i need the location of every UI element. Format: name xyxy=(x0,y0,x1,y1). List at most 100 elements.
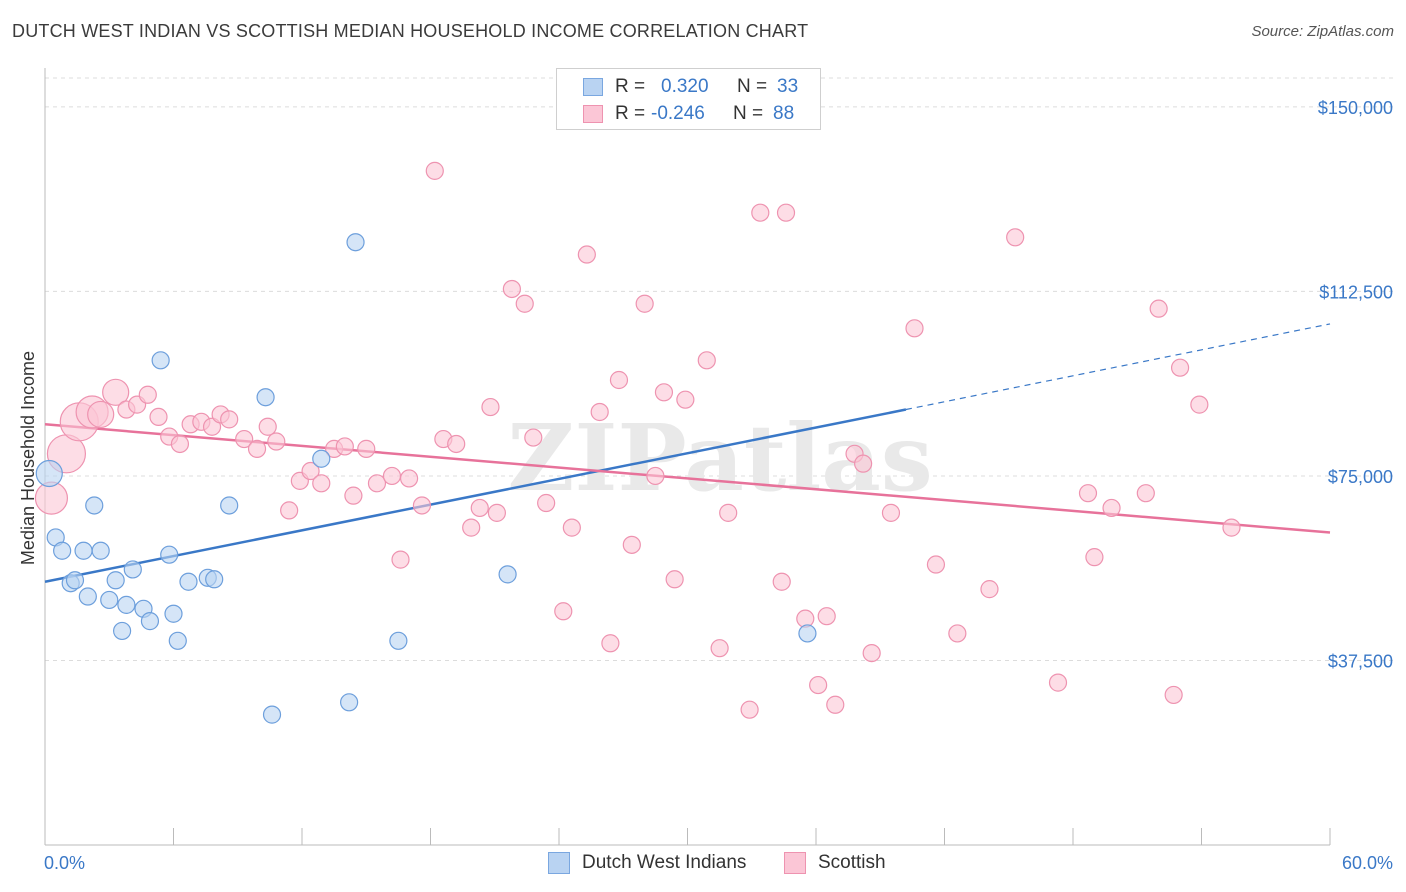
point-scottish[interactable] xyxy=(622,535,641,554)
point-scottish[interactable] xyxy=(481,397,500,417)
point-scottish[interactable] xyxy=(554,602,573,621)
point-dutch-west-indians[interactable] xyxy=(65,571,85,590)
point-scottish[interactable] xyxy=(817,607,836,626)
point-scottish[interactable] xyxy=(220,410,239,429)
point-scottish[interactable] xyxy=(399,469,419,488)
point-scottish[interactable] xyxy=(537,493,556,513)
point-scottish[interactable] xyxy=(170,434,190,454)
point-scottish[interactable] xyxy=(1170,358,1190,377)
point-scottish[interactable] xyxy=(854,454,873,473)
point-scottish[interactable] xyxy=(635,294,654,313)
point-dutch-west-indians[interactable] xyxy=(340,693,359,712)
point-scottish[interactable] xyxy=(654,383,674,402)
point-dutch-west-indians[interactable] xyxy=(91,541,110,560)
point-scottish[interactable] xyxy=(312,474,331,493)
point-dutch-west-indians[interactable] xyxy=(140,612,160,631)
point-scottish[interactable] xyxy=(515,294,534,313)
point-dutch-west-indians[interactable] xyxy=(168,631,187,650)
point-scottish[interactable] xyxy=(280,501,299,520)
series-legend-item-scottish[interactable]: Scottish xyxy=(784,852,886,874)
point-scottish[interactable] xyxy=(862,643,881,663)
point-dutch-west-indians[interactable] xyxy=(262,705,282,724)
point-scottish[interactable] xyxy=(1078,484,1098,503)
point-scottish[interactable] xyxy=(87,400,115,429)
point-scottish[interactable] xyxy=(665,570,684,589)
point-scottish[interactable] xyxy=(1190,395,1209,414)
point-scottish[interactable] xyxy=(344,486,363,505)
point-scottish[interactable] xyxy=(646,466,665,486)
point-scottish[interactable] xyxy=(710,639,729,658)
point-scottish[interactable] xyxy=(1136,484,1155,503)
point-dutch-west-indians[interactable] xyxy=(220,496,239,515)
point-scottish[interactable] xyxy=(980,580,999,599)
point-scottish[interactable] xyxy=(590,402,609,422)
point-scottish[interactable] xyxy=(138,385,157,404)
point-scottish[interactable] xyxy=(425,161,444,180)
point-scottish[interactable] xyxy=(382,466,402,486)
point-dutch-west-indians[interactable] xyxy=(389,631,408,650)
point-scottish[interactable] xyxy=(247,439,267,458)
point-scottish[interactable] xyxy=(926,555,946,574)
point-scottish[interactable] xyxy=(1085,548,1104,567)
point-dutch-west-indians[interactable] xyxy=(106,571,125,590)
point-dutch-west-indians[interactable] xyxy=(151,351,170,370)
point-dutch-west-indians[interactable] xyxy=(100,590,119,610)
point-scottish[interactable] xyxy=(740,700,759,719)
point-scottish[interactable] xyxy=(562,518,581,537)
point-dutch-west-indians[interactable] xyxy=(74,541,93,560)
point-scottish[interactable] xyxy=(881,503,901,522)
point-scottish[interactable] xyxy=(609,370,629,390)
point-scottish[interactable] xyxy=(487,503,506,522)
point-scottish[interactable] xyxy=(776,203,796,222)
point-scottish[interactable] xyxy=(462,518,481,537)
point-scottish[interactable] xyxy=(905,319,924,338)
point-dutch-west-indians[interactable] xyxy=(85,496,104,515)
point-scottish[interactable] xyxy=(577,245,596,264)
point-dutch-west-indians[interactable] xyxy=(205,570,224,589)
point-scottish[interactable] xyxy=(391,550,410,569)
point-scottish[interactable] xyxy=(826,695,845,714)
point-scottish[interactable] xyxy=(1164,685,1183,705)
point-dutch-west-indians[interactable] xyxy=(498,565,517,584)
point-dutch-west-indians[interactable] xyxy=(164,604,183,623)
point-dutch-west-indians[interactable] xyxy=(798,624,817,643)
point-dutch-west-indians[interactable] xyxy=(160,545,179,564)
point-dutch-west-indians[interactable] xyxy=(256,388,275,407)
point-scottish[interactable] xyxy=(697,351,716,370)
point-dutch-west-indians[interactable] xyxy=(78,587,97,606)
point-scottish[interactable] xyxy=(447,434,466,454)
point-scottish[interactable] xyxy=(412,496,432,515)
point-scottish[interactable] xyxy=(719,503,738,522)
point-scottish[interactable] xyxy=(1149,299,1168,318)
point-dutch-west-indians[interactable] xyxy=(179,572,198,591)
point-dutch-west-indians[interactable] xyxy=(112,621,132,641)
point-scottish[interactable] xyxy=(1222,518,1241,537)
point-scottish[interactable] xyxy=(524,428,543,447)
point-dutch-west-indians[interactable] xyxy=(346,233,365,252)
point-scottish[interactable] xyxy=(676,390,695,409)
point-scottish[interactable] xyxy=(1048,673,1068,692)
point-dutch-west-indians[interactable] xyxy=(117,595,136,614)
point-scottish[interactable] xyxy=(102,378,130,406)
point-scottish[interactable] xyxy=(267,432,286,451)
point-scottish[interactable] xyxy=(809,675,828,695)
point-scottish[interactable] xyxy=(948,624,967,643)
point-dutch-west-indians[interactable] xyxy=(123,560,142,579)
point-scottish[interactable] xyxy=(202,417,222,436)
point-scottish[interactable] xyxy=(335,437,354,456)
point-dutch-west-indians[interactable] xyxy=(312,449,331,468)
point-scottish[interactable] xyxy=(502,279,521,299)
point-scottish[interactable] xyxy=(601,634,620,653)
point-scottish[interactable] xyxy=(751,203,770,222)
point-dutch-west-indians[interactable] xyxy=(35,459,63,488)
point-scottish[interactable] xyxy=(367,474,387,493)
point-scottish[interactable] xyxy=(357,439,376,458)
point-scottish[interactable] xyxy=(1006,228,1025,247)
point-scottish[interactable] xyxy=(235,429,254,449)
point-scottish[interactable] xyxy=(258,417,277,436)
point-scottish[interactable] xyxy=(470,498,489,518)
series-legend-item-dutch[interactable]: Dutch West Indians xyxy=(548,852,746,874)
point-scottish[interactable] xyxy=(301,461,320,481)
point-scottish[interactable] xyxy=(1102,498,1121,518)
point-scottish[interactable] xyxy=(149,407,168,427)
